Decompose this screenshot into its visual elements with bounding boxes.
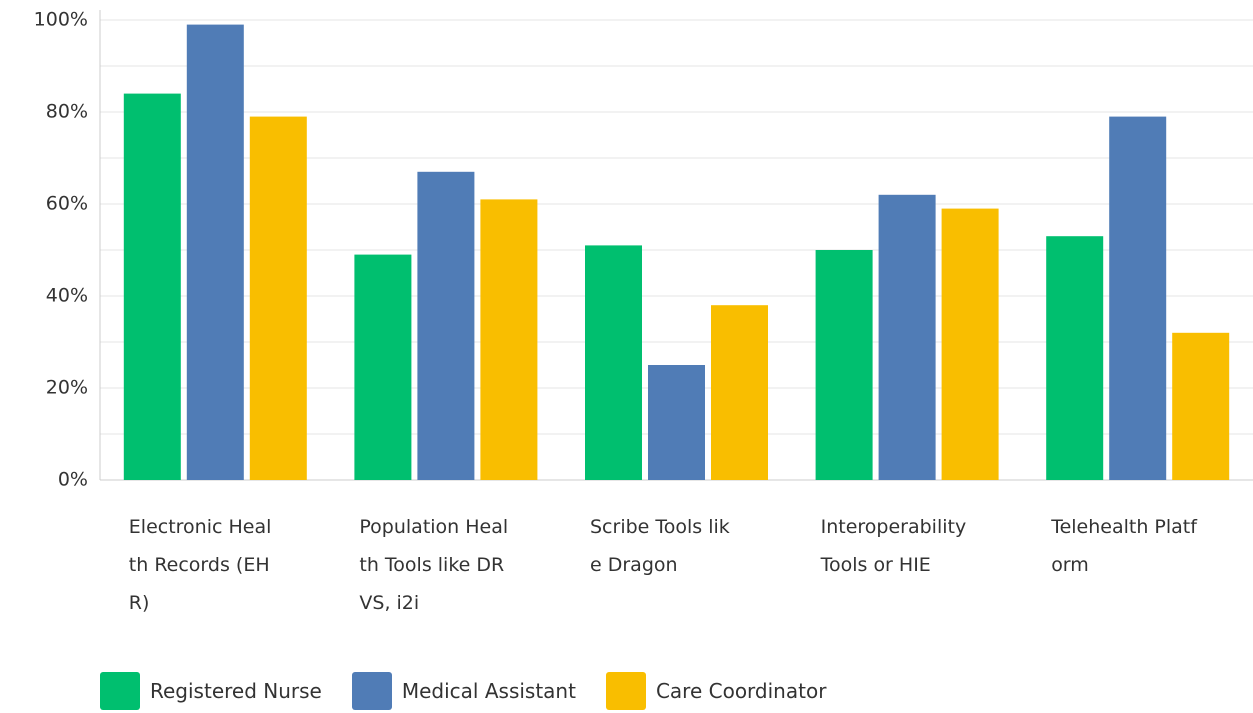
bar [1109,116,1167,480]
legend-item: Registered Nurse [100,672,322,710]
bar [878,194,936,481]
bar [1046,236,1104,480]
bar [941,208,999,480]
legend-item: Medical Assistant [351,672,576,710]
bar [123,93,181,480]
bar [480,199,538,480]
bar [711,305,768,480]
x-tick-label: Telehealth Platform [1051,516,1197,576]
legend-label: Medical Assistant [401,679,576,703]
y-tick-label: 0% [58,469,88,491]
bar [585,245,642,480]
bar [249,116,307,480]
legend-swatch [100,672,140,710]
legend: Registered Nurse Medical Assistant Care Co… [100,672,856,710]
x-tick-label: Scribe Tools like Dragon [590,516,730,576]
bar [354,254,412,480]
y-tick-label: 60% [46,193,88,215]
legend-label: Registered Nurse [150,679,322,703]
y-tick-label: 100% [34,9,88,31]
x-tick-label: Population Health Tools like DRVS, i2i [359,516,509,614]
bar [815,250,873,480]
x-tick-label: Interoperability Tools or HIE [820,516,967,576]
y-tick-label: 80% [46,101,88,123]
bar [417,171,475,481]
legend-swatch [351,672,392,710]
legend-swatch [605,672,646,710]
bar [186,24,244,480]
bar [1172,332,1230,480]
y-tick-label: 20% [46,377,88,399]
y-tick-label: 40% [46,285,88,307]
legend-label: Care Coordinator [655,679,827,703]
legend-item: Care Coordinator [605,672,827,710]
bar [648,365,705,480]
x-tick-label: Electronic Health Records (EHR) [128,516,272,614]
